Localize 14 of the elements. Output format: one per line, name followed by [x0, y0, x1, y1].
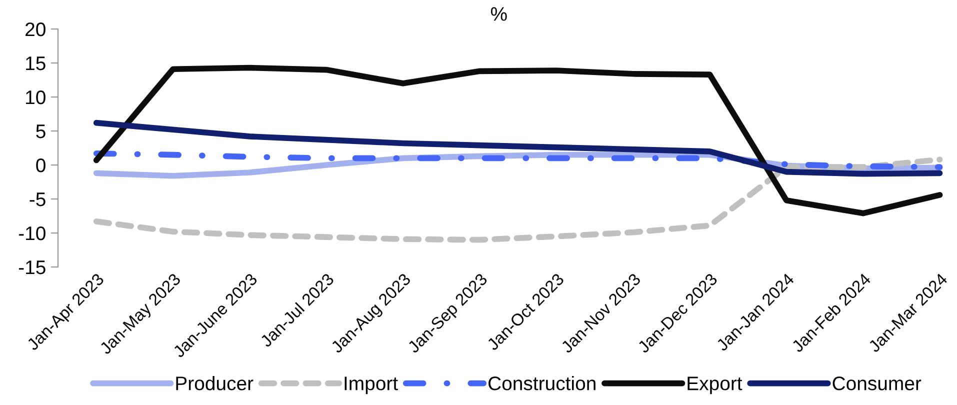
legend-label: Import: [344, 376, 398, 394]
y-tick-label: 5: [36, 124, 46, 138]
legend-label: Producer: [176, 376, 254, 390]
y-tick-label: -5: [30, 192, 46, 206]
y-tick-label: 10: [26, 90, 46, 104]
y-tick-label: 0: [36, 158, 46, 172]
legend-label: Construction: [488, 376, 596, 390]
legend-label: Consumer: [832, 376, 922, 390]
y-tick-label: -15: [18, 260, 46, 274]
y-tick-label: 20: [26, 22, 46, 36]
chart-title: %: [490, 7, 507, 21]
y-tick-label: 15: [26, 56, 46, 70]
legend-label: Export: [688, 376, 742, 394]
y-tick-label: -10: [18, 226, 46, 240]
